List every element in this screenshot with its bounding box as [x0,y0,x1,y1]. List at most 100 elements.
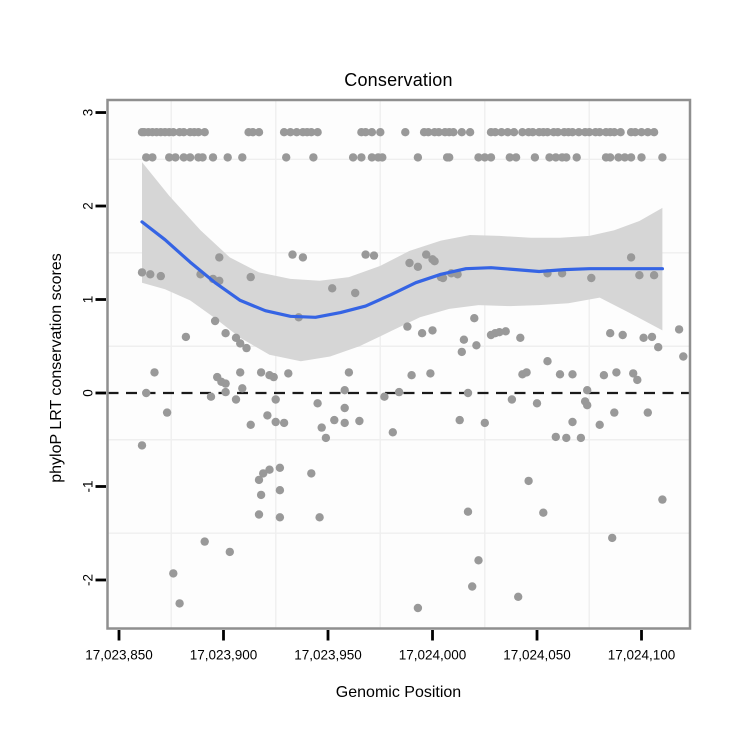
data-point [620,153,629,162]
data-point [413,603,423,613]
data-point [292,128,301,137]
data-point [568,128,577,137]
data-point [637,153,646,162]
y-tick-label: 3 [81,109,96,117]
data-point [340,418,349,428]
data-point [426,369,435,378]
data-point [595,420,604,429]
data-point [137,441,147,450]
x-axis-label: Genomic Position [335,684,462,701]
data-point [606,329,615,338]
data-point [246,272,255,282]
data-point [380,392,389,401]
data-point [367,153,377,162]
data-point [361,128,370,137]
data-point [610,128,619,137]
data-point [503,128,512,137]
data-point [545,153,554,162]
data-point [137,268,147,277]
data-point [148,153,157,162]
data-point [551,153,560,162]
data-point [583,401,592,410]
data-point [279,128,289,137]
data-point [254,510,264,519]
data-point [225,547,234,557]
data-point [505,153,514,162]
data-point [465,128,475,137]
data-point [146,270,155,279]
data-point [568,370,577,379]
data-point [679,352,688,361]
data-point [307,128,316,137]
data-point [497,128,506,137]
data-point [649,128,659,137]
data-point [457,347,466,357]
data-point [208,153,218,162]
data-point [407,371,416,380]
data-point [413,153,423,162]
data-point [430,257,439,266]
data-point [470,314,479,323]
data-point [231,395,241,404]
data-point [635,271,644,280]
data-point [210,316,220,326]
data-point [643,408,652,417]
data-point [275,513,285,522]
y-tick-label: 1 [81,296,96,304]
y-tick-label: 2 [81,202,96,210]
data-point [313,128,322,137]
data-point [309,153,318,162]
trend-line [140,220,664,319]
data-point [179,128,188,137]
data-point [568,417,577,427]
data-point [428,326,437,335]
data-point [179,153,188,162]
data-point [200,537,209,546]
data-point [185,153,195,162]
data-point [524,476,533,486]
data-point [321,433,331,443]
data-point [595,128,604,137]
data-point [206,392,216,401]
data-point [457,128,466,137]
data-point [269,372,278,382]
y-tick-label: 0 [81,389,96,397]
data-point [275,486,285,495]
data-point [394,387,404,397]
data-point [238,384,247,393]
data-point [357,153,366,162]
data-point [150,368,159,377]
data-point [376,128,385,137]
data-point [142,153,151,162]
data-point [530,153,540,162]
data-point [156,271,165,281]
data-point [284,369,293,378]
x-tick-label: 17,023,950 [294,648,362,663]
data-point [551,432,560,442]
data-point [610,408,619,417]
data-point [369,251,379,260]
data-point [539,508,548,517]
data-point [361,250,370,259]
data-point [171,153,180,162]
data-point [612,368,621,377]
data-point [608,533,617,543]
data-point [271,395,280,404]
data-point [254,128,264,137]
data-point [459,335,469,344]
data-point [198,153,207,162]
data-point [401,128,410,137]
data-point [286,128,295,137]
data-point [572,153,581,162]
x-tick-label: 17,023,900 [190,648,258,663]
data-point [330,415,339,425]
data-point [378,153,387,162]
data-point [424,128,433,137]
data-point [639,333,648,342]
data-point [422,250,431,259]
data-point [643,128,652,137]
data-point [585,128,594,137]
data-point [259,469,268,478]
data-point [340,403,349,413]
